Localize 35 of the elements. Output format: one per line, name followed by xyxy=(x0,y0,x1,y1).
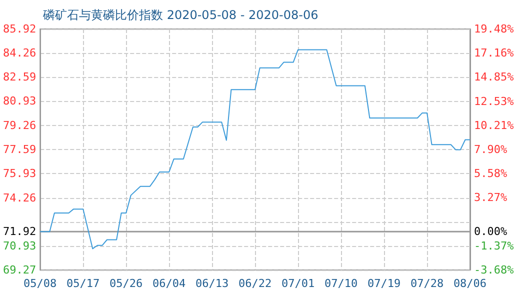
y-tick-label: 71.92 xyxy=(2,225,36,238)
y-tick-label: 79.26 xyxy=(2,118,36,132)
y2-tick-label: 5.58% xyxy=(474,167,508,180)
x-tick-label: 07/19 xyxy=(367,277,401,290)
x-tick-label: 05/17 xyxy=(66,277,100,290)
x-tick-label: 06/22 xyxy=(238,277,272,290)
y-tick-label: 70.93 xyxy=(2,239,36,252)
y2-tick-label: 12.53% xyxy=(474,94,514,108)
y2-tick-label: 3.27% xyxy=(474,191,508,204)
y2-tick-label: 19.48% xyxy=(474,22,514,36)
y2-tick-label: 17.16% xyxy=(474,46,514,60)
y-tick-label: 84.26 xyxy=(2,46,36,60)
x-tick-label: 07/10 xyxy=(324,277,358,290)
y-tick-label: 80.93 xyxy=(2,94,36,108)
y2-tick-label: 10.21% xyxy=(474,118,514,132)
y2-tick-label: 7.90% xyxy=(474,143,508,156)
x-tick-label: 05/26 xyxy=(110,277,143,290)
y-tick-label: 82.59 xyxy=(2,70,36,84)
x-tick-label: 07/28 xyxy=(410,277,444,290)
y2-tick-label: 0.00% xyxy=(474,225,508,238)
y2-tick-label: -1.37% xyxy=(474,239,514,252)
x-tick-label: 06/13 xyxy=(196,277,229,290)
y-tick-label: 75.93 xyxy=(2,167,36,180)
x-tick-label: 08/06 xyxy=(453,277,487,290)
line-series xyxy=(40,49,470,250)
y-tick-label: 77.59 xyxy=(2,143,36,156)
y-tick-label: 85.92 xyxy=(2,22,36,36)
x-tick-label: 07/01 xyxy=(281,277,315,290)
x-tick-label: 05/08 xyxy=(24,277,57,290)
y-tick-label: 74.26 xyxy=(2,191,36,204)
y-tick-label: 69.27 xyxy=(2,264,36,276)
y2-tick-label: 14.85% xyxy=(474,70,514,84)
y2-tick-label: -3.68% xyxy=(474,264,514,276)
x-tick-label: 06/04 xyxy=(152,277,186,290)
chart-title: 磷矿石与黄磷比价指数 2020-05-08 - 2020-08-06 xyxy=(42,8,318,22)
